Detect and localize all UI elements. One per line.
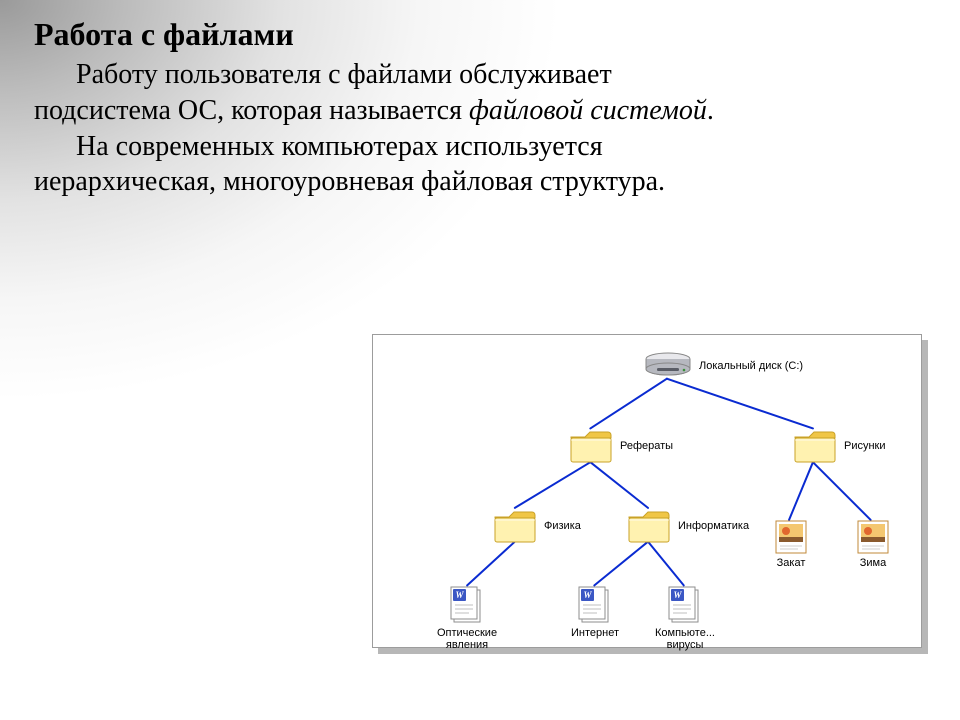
node-label: Локальный диск (C:) [699, 360, 803, 372]
tree-node-net: W Интернет [545, 585, 645, 639]
text-block: Работа с файлами Работу пользователя с ф… [34, 16, 734, 200]
node-label: Оптические явления [417, 627, 517, 651]
tree-node-fiz: Физика [492, 507, 581, 545]
paragraph-1: Работу пользователя с файлами обслуживае… [34, 57, 734, 129]
slide: Работа с файлами Работу пользователя с ф… [0, 0, 960, 720]
node-label: Интернет [545, 627, 645, 639]
node-label: Физика [544, 520, 581, 532]
tree-node-ris: Рисунки [792, 427, 886, 465]
node-label: Информатика [678, 520, 749, 532]
tree-node-ref: Рефераты [568, 427, 673, 465]
tree-node-vir: W Компьюте... вирусы [635, 585, 735, 651]
para1-run-b: . [707, 95, 714, 126]
tree-node-inf: Информатика [626, 507, 749, 545]
tree-node-zim: Зима [823, 519, 923, 569]
svg-text:W: W [455, 590, 464, 600]
node-label: Рисунки [844, 440, 886, 452]
node-label: Зима [823, 557, 923, 569]
node-label: Компьюте... вирусы [635, 627, 735, 651]
svg-text:W: W [583, 590, 592, 600]
para2-run: На современных компьютерах используется … [34, 131, 665, 198]
diagram-canvas: Локальный диск (C:) Рефераты Рисунки Физ… [372, 334, 922, 648]
file-tree-diagram: Локальный диск (C:) Рефераты Рисунки Физ… [372, 334, 928, 654]
tree-node-root: Локальный диск (C:) [643, 351, 803, 381]
para1-em: файловой системой [469, 95, 707, 126]
paragraph-2: На современных компьютерах используется … [34, 129, 734, 201]
slide-title: Работа с файлами [34, 16, 734, 53]
node-label: Рефераты [620, 440, 673, 452]
svg-text:W: W [673, 590, 682, 600]
tree-node-opt: W Оптические явления [417, 585, 517, 651]
